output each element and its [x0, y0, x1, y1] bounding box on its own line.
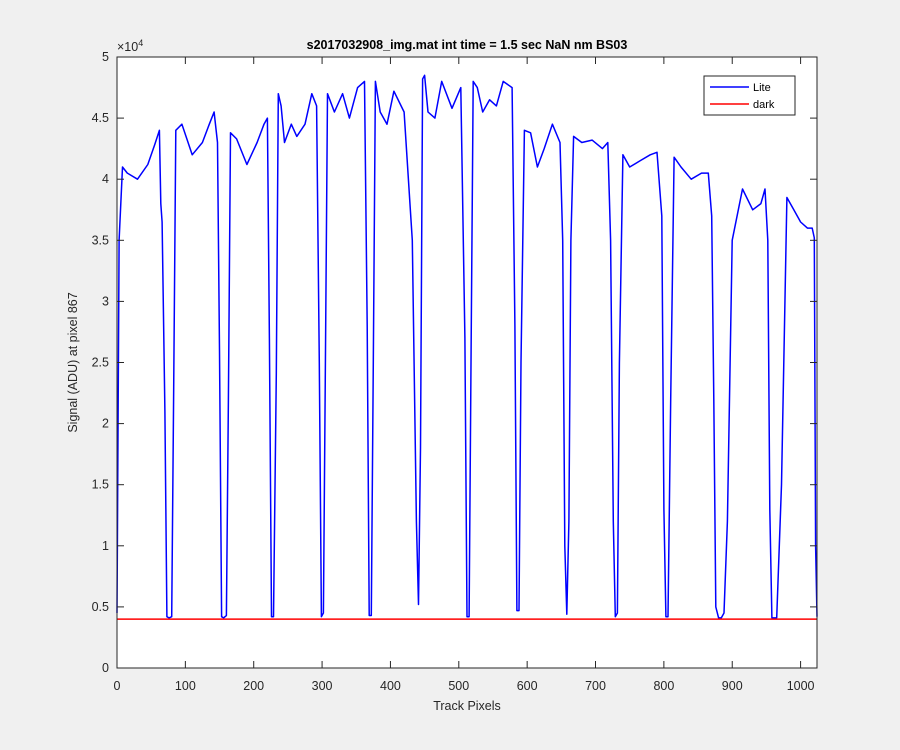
x-tick-label: 600 — [517, 679, 538, 693]
x-tick-label: 500 — [448, 679, 469, 693]
y-tick-label: 0.5 — [92, 600, 109, 614]
y-tick-label: 0 — [102, 661, 109, 675]
y-tick-label: 4 — [102, 172, 109, 186]
y-multiplier-exponent: 4 — [138, 38, 143, 48]
x-axis-label: Track Pixels — [433, 699, 501, 713]
x-tick-label: 700 — [585, 679, 606, 693]
y-axis-label: Signal (ADU) at pixel 867 — [66, 292, 80, 432]
legend-box — [703, 75, 796, 116]
x-tick-label: 300 — [312, 679, 333, 693]
x-tick-label: 400 — [380, 679, 401, 693]
x-tick-label: 0 — [114, 679, 121, 693]
y-multiplier-base: ×10 — [117, 40, 138, 54]
y-tick-label: 5 — [102, 50, 109, 64]
y-tick-label: 1.5 — [92, 478, 109, 492]
legend-label-lite: Lite — [753, 82, 771, 94]
x-tick-label: 800 — [653, 679, 674, 693]
y-tick-label: 4.5 — [92, 111, 109, 125]
y-multiplier: ×104 — [117, 38, 143, 54]
series-layer — [116, 74, 818, 620]
legend-label-dark: dark — [753, 99, 775, 111]
x-tick-label: 1000 — [787, 679, 815, 693]
x-tick-label: 200 — [243, 679, 264, 693]
y-tick-label: 1 — [102, 539, 109, 553]
y-tick-label: 3.5 — [92, 233, 109, 247]
legend: Lite dark — [703, 75, 796, 116]
y-tick-label: 2 — [102, 417, 109, 431]
x-tick-label: 100 — [175, 679, 196, 693]
x-tick-label: 900 — [722, 679, 743, 693]
y-tick-label: 2.5 — [92, 356, 109, 370]
chart-title: s2017032908_img.mat int time = 1.5 sec N… — [307, 38, 628, 52]
y-tick-label: 3 — [102, 294, 109, 308]
series-line-lite — [116, 74, 818, 619]
ticks-layer: 0 100 200 300 400 500 600 700 800 900 1000 0 0.5 1 1.5… — [92, 50, 817, 693]
